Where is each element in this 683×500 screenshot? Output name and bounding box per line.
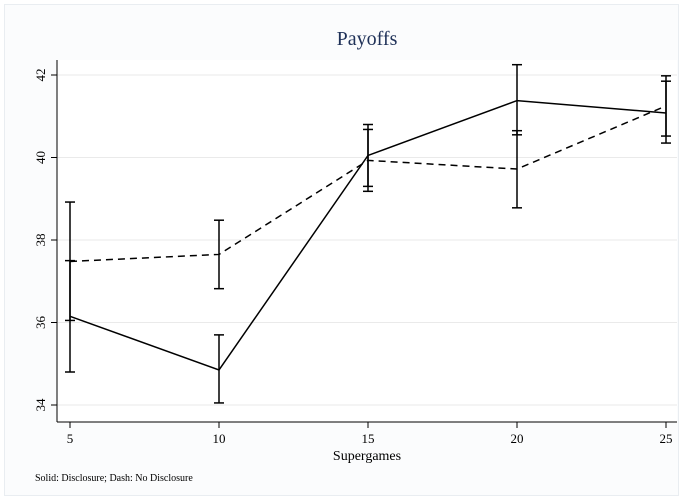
y-tick-label: 42 xyxy=(33,69,48,82)
x-axis-label: Supergames xyxy=(333,449,401,464)
y-tick-label: 36 xyxy=(33,316,48,330)
x-tick-label: 25 xyxy=(660,431,673,446)
y-tick-label: 34 xyxy=(33,398,48,412)
axes: 34 36 38 40 42 5 10 15 20 25 xyxy=(33,60,677,446)
y-tick-label: 38 xyxy=(33,234,48,247)
x-tick-label: 10 xyxy=(213,431,226,446)
series-layer xyxy=(65,63,671,404)
y-tick-label: 40 xyxy=(33,151,48,164)
plot-area xyxy=(57,60,677,422)
grid xyxy=(57,74,677,406)
chart-title: Payoffs xyxy=(337,28,398,50)
chart-note: Solid: Disclosure; Dash: No Disclosure xyxy=(35,473,193,484)
x-tick-label: 15 xyxy=(362,431,375,446)
x-tick-label: 20 xyxy=(511,431,524,446)
x-tick-label: 5 xyxy=(67,431,74,446)
series-line-dashed xyxy=(69,105,667,263)
